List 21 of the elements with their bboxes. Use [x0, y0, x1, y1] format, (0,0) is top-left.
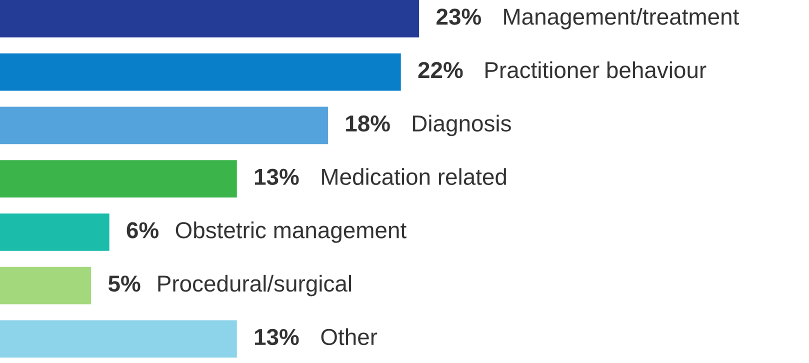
bar	[0, 53, 401, 91]
bar	[0, 0, 420, 38]
y-tick-label: Obstetric management	[176, 222, 406, 243]
data-label: 13%	[254, 328, 299, 346]
data-label: 22%	[418, 62, 463, 78]
bar	[0, 266, 92, 304]
bar	[0, 320, 237, 358]
y-tick-label: Diagnosis	[413, 114, 511, 136]
bar	[0, 106, 328, 144]
bar	[0, 214, 110, 251]
data-label: 5%	[108, 276, 140, 292]
bar	[0, 160, 237, 198]
data-label: 23%	[436, 8, 482, 25]
y-tick-label: Medication related	[322, 168, 506, 185]
y-tick-label: Procedural/surgical	[158, 274, 352, 296]
data-label: 6%	[126, 222, 159, 238]
data-label: 18%	[346, 115, 390, 132]
y-tick-label: Other	[321, 328, 378, 346]
y-tick-label: Management/treatment	[504, 8, 739, 30]
data-label: 13%	[254, 168, 299, 186]
y-tick-label: Practitioner behaviour	[486, 61, 706, 78]
